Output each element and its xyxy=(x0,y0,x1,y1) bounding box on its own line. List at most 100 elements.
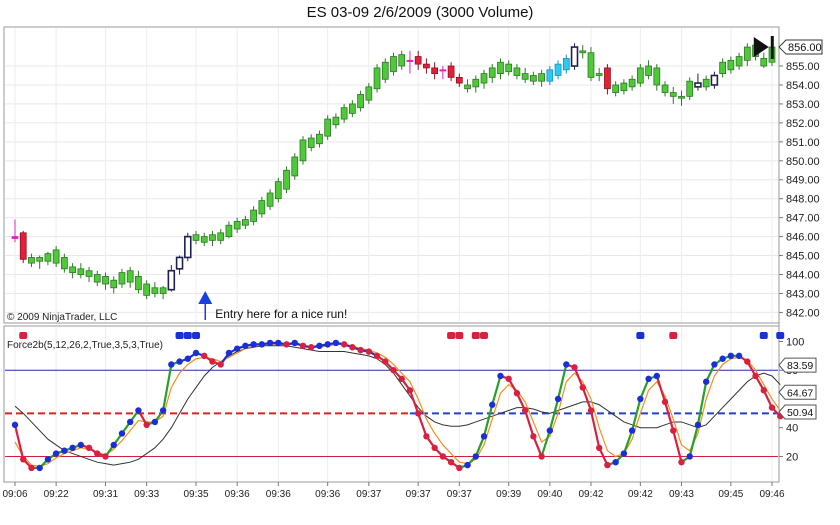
candle[interactable] xyxy=(406,50,414,74)
candle[interactable] xyxy=(381,58,389,84)
signal-marker xyxy=(447,332,456,339)
candle[interactable] xyxy=(653,64,661,91)
candle[interactable] xyxy=(447,62,455,82)
candle[interactable] xyxy=(538,69,545,87)
candle[interactable] xyxy=(200,232,208,247)
candle[interactable] xyxy=(69,263,76,279)
candle[interactable] xyxy=(612,81,620,97)
candle[interactable] xyxy=(546,66,554,85)
candle[interactable] xyxy=(44,251,52,266)
candle[interactable] xyxy=(604,64,611,95)
candle[interactable] xyxy=(595,67,603,82)
candle[interactable] xyxy=(118,268,126,288)
candle[interactable] xyxy=(472,75,480,93)
candle[interactable] xyxy=(398,50,406,70)
candle[interactable] xyxy=(464,79,471,93)
candle[interactable] xyxy=(719,58,726,78)
candle[interactable] xyxy=(52,246,60,267)
candle[interactable] xyxy=(291,153,299,180)
candle[interactable] xyxy=(570,43,579,70)
candle[interactable] xyxy=(513,64,521,80)
candle[interactable] xyxy=(431,62,439,80)
candle[interactable] xyxy=(28,253,35,267)
candle[interactable] xyxy=(357,90,364,112)
candle[interactable] xyxy=(340,103,348,123)
candle[interactable] xyxy=(365,83,373,104)
candle[interactable] xyxy=(307,134,315,152)
force-dot xyxy=(579,384,586,391)
price-tick-label: 850.00 xyxy=(786,156,820,168)
candle[interactable] xyxy=(488,64,496,84)
candle[interactable] xyxy=(455,73,463,87)
candle[interactable] xyxy=(233,217,241,233)
candle[interactable] xyxy=(439,66,447,80)
candle[interactable] xyxy=(159,285,167,300)
candle[interactable] xyxy=(760,52,768,68)
candle[interactable] xyxy=(217,229,225,245)
candle[interactable] xyxy=(521,67,529,84)
candle[interactable] xyxy=(587,47,595,82)
candle[interactable] xyxy=(497,58,504,80)
candle[interactable] xyxy=(77,263,85,279)
candle[interactable] xyxy=(678,90,685,106)
candle[interactable] xyxy=(36,255,44,269)
force-segment xyxy=(548,398,560,431)
candle[interactable] xyxy=(192,230,200,245)
candle[interactable] xyxy=(151,282,159,298)
candle[interactable] xyxy=(727,56,735,74)
candle[interactable] xyxy=(702,75,710,91)
candle[interactable] xyxy=(266,189,274,211)
candle[interactable] xyxy=(11,219,19,243)
candle[interactable] xyxy=(554,60,562,80)
candle-body xyxy=(628,78,636,88)
candle[interactable] xyxy=(505,60,513,76)
candle[interactable] xyxy=(348,100,356,118)
candle[interactable] xyxy=(530,71,537,85)
candle[interactable] xyxy=(19,230,27,264)
candle[interactable] xyxy=(562,54,570,74)
candle[interactable] xyxy=(686,77,694,101)
candle[interactable] xyxy=(167,265,176,292)
candle[interactable] xyxy=(135,270,142,294)
candle[interactable] xyxy=(620,79,628,95)
candle[interactable] xyxy=(324,115,332,140)
candle[interactable] xyxy=(579,45,587,59)
price-tick-label: 845.00 xyxy=(786,251,820,263)
candle[interactable] xyxy=(373,64,381,93)
candle[interactable] xyxy=(414,50,422,70)
candle-body xyxy=(414,56,422,65)
candle[interactable] xyxy=(184,232,192,262)
candle[interactable] xyxy=(645,60,652,80)
candle[interactable] xyxy=(735,52,743,70)
candle[interactable] xyxy=(316,130,323,148)
candle[interactable] xyxy=(390,52,397,76)
candle[interactable] xyxy=(242,215,249,230)
candle[interactable] xyxy=(694,73,702,91)
candle[interactable] xyxy=(209,230,216,247)
candle[interactable] xyxy=(423,58,430,74)
candle[interactable] xyxy=(283,166,290,194)
candle[interactable] xyxy=(661,81,669,97)
candle[interactable] xyxy=(175,255,184,275)
candle[interactable] xyxy=(102,272,109,290)
candle[interactable] xyxy=(480,69,488,89)
candle[interactable] xyxy=(85,266,93,283)
candle[interactable] xyxy=(743,43,751,67)
candle[interactable] xyxy=(332,113,340,129)
candle[interactable] xyxy=(710,71,719,89)
candle[interactable] xyxy=(143,280,151,300)
candle[interactable] xyxy=(299,136,307,165)
candle[interactable] xyxy=(636,64,644,87)
candle[interactable] xyxy=(274,177,282,203)
candle[interactable] xyxy=(93,270,101,286)
candle[interactable] xyxy=(669,86,677,104)
candle[interactable] xyxy=(61,253,68,273)
candle[interactable] xyxy=(126,266,134,288)
candle[interactable] xyxy=(225,221,233,239)
force-dot xyxy=(505,375,512,383)
candle[interactable] xyxy=(628,75,636,91)
candle[interactable] xyxy=(250,206,257,226)
candle[interactable] xyxy=(258,196,266,218)
candle[interactable] xyxy=(110,276,118,294)
